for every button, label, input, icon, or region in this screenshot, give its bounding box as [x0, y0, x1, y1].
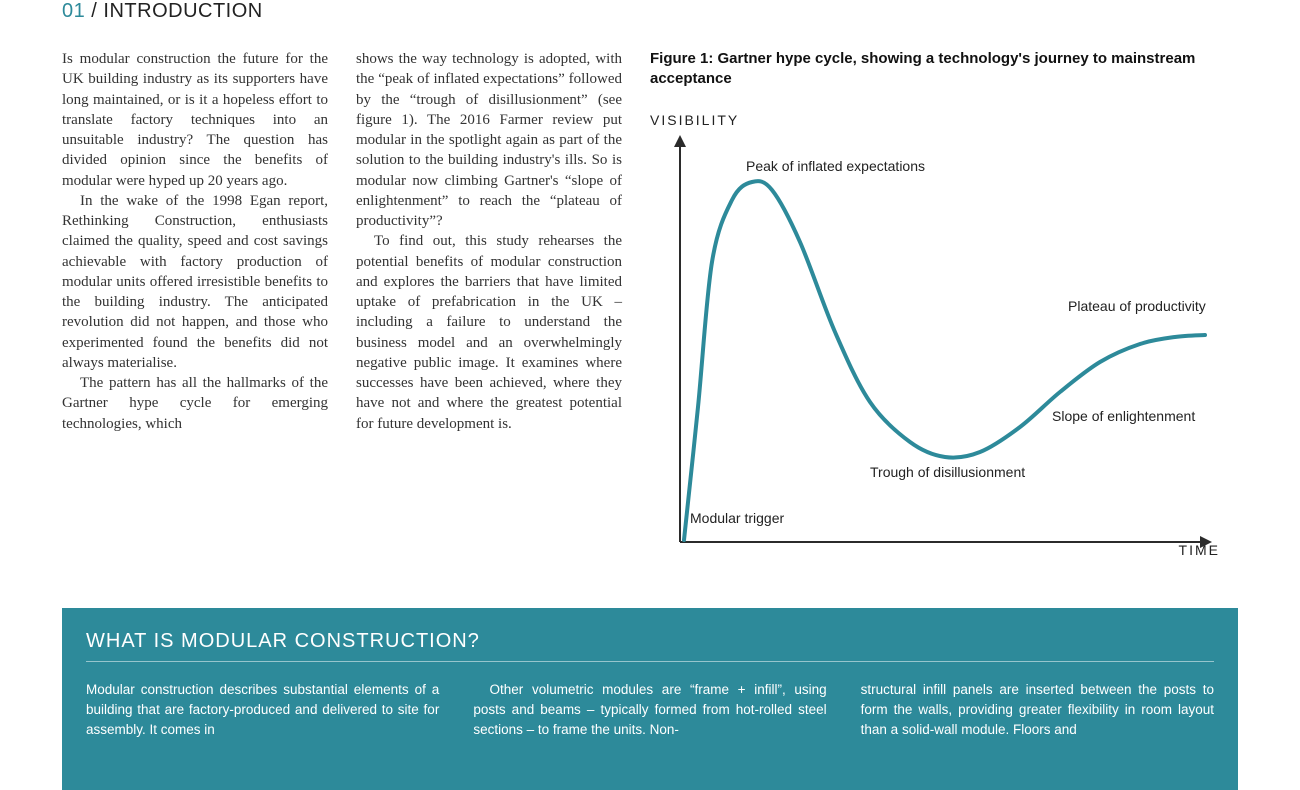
chart-label: Plateau of productivity	[1068, 298, 1206, 314]
info-box: WHAT IS MODULAR CONSTRUCTION? Modular co…	[62, 608, 1238, 790]
info-box-col-2: Other volumetric modules are “frame + in…	[473, 680, 826, 741]
section-number: 01	[62, 0, 85, 22]
text-columns: Is modular construction the future for t…	[62, 49, 622, 562]
paragraph: The pattern has all the hallmarks of the…	[62, 373, 328, 434]
paragraph: To find out, this study rehearses the po…	[356, 231, 622, 434]
info-box-col-3: structural infill panels are inserted be…	[861, 680, 1214, 741]
chart-label: Trough of disillusionment	[870, 464, 1025, 480]
paragraph: shows the way technology is adopted, wit…	[356, 49, 622, 231]
body-column-1: Is modular construction the future for t…	[62, 49, 328, 562]
section-title: INTRODUCTION	[103, 0, 262, 22]
hype-cycle-chart: VISIBILITY TIME Peak of inflated expecta…	[650, 112, 1220, 562]
chart-label: Modular trigger	[690, 510, 784, 526]
figure-title: Figure 1: Gartner hype cycle, showing a …	[650, 49, 1238, 90]
info-box-columns: Modular construction describes substanti…	[86, 680, 1214, 741]
section-heading: 01 / INTRODUCTION	[62, 0, 1238, 23]
chart-label: Slope of enlightenment	[1052, 408, 1195, 424]
info-box-col-1: Modular construction describes substanti…	[86, 680, 439, 741]
paragraph: Is modular construction the future for t…	[62, 49, 328, 191]
upper-content: Is modular construction the future for t…	[62, 49, 1238, 562]
info-box-title: WHAT IS MODULAR CONSTRUCTION?	[86, 630, 1214, 662]
section-divider: /	[85, 0, 103, 22]
paragraph: In the wake of the 1998 Egan report, Ret…	[62, 191, 328, 373]
chart-svg	[650, 112, 1220, 562]
body-column-2: shows the way technology is adopted, wit…	[356, 49, 622, 562]
chart-label: Peak of inflated expectations	[746, 158, 925, 174]
figure-1: Figure 1: Gartner hype cycle, showing a …	[650, 49, 1238, 562]
